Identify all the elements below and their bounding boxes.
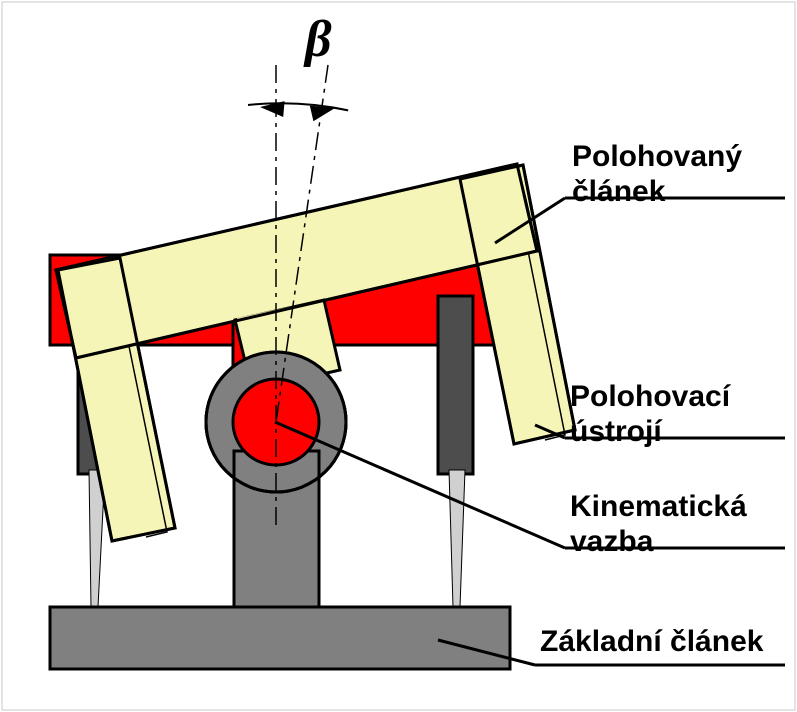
label-positioning-mechanism: Polohovací ústrojí: [570, 380, 730, 449]
label-positioned-link: Polohovaný článek: [572, 140, 742, 209]
diagram-container: β Polohovaný článek Polohovací ústrojí K…: [0, 0, 797, 712]
label-kinematic-bond: Kinematická vazba: [570, 490, 747, 559]
angle-symbol: β: [305, 10, 332, 70]
label-base-link: Základní článek: [540, 625, 763, 660]
diagram-svg: [0, 0, 797, 712]
